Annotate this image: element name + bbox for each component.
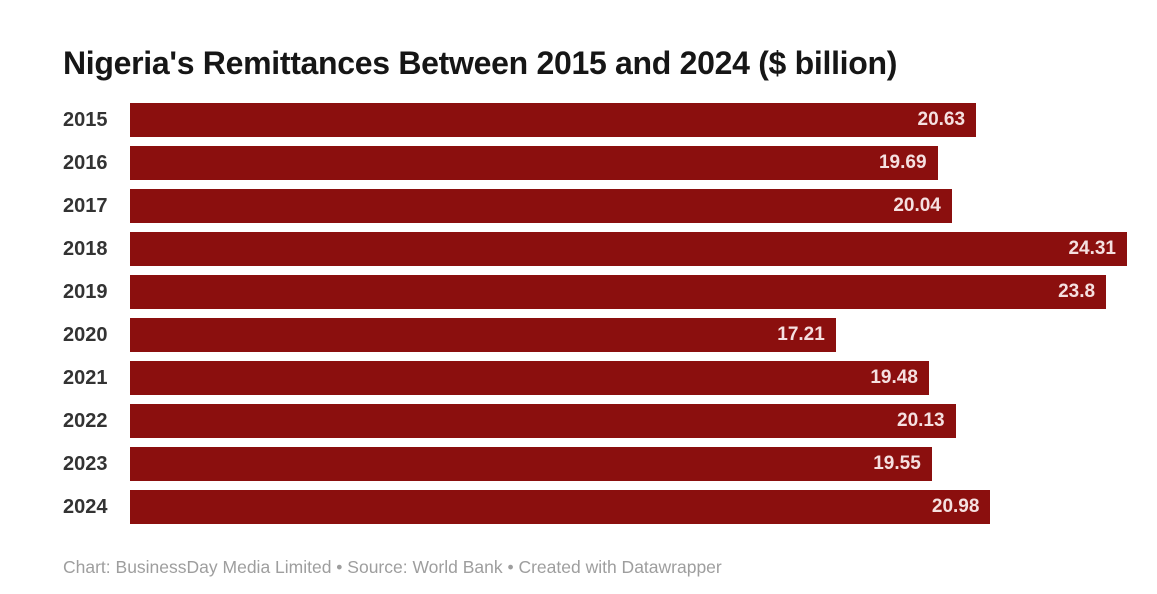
bar-track: 19.48: [130, 361, 1127, 395]
year-label: 2016: [63, 151, 108, 174]
bar-row: 2015 20.63: [63, 103, 1127, 137]
value-label: 20.98: [931, 496, 980, 517]
bar-track: 17.21: [130, 318, 1127, 352]
bar-row: 2018 24.31: [63, 232, 1127, 266]
bar-row: 2019 23.8: [63, 275, 1127, 309]
value-label: 20.04: [893, 195, 941, 216]
value-label: 19.48: [870, 367, 918, 388]
year-label: 2021: [63, 366, 108, 389]
bar-track: 20.13: [130, 404, 1127, 438]
bar: 20.98: [130, 490, 991, 524]
bar: 24.31: [130, 232, 1127, 266]
year-label: 2024: [63, 495, 108, 518]
bar-track: 24.31: [130, 232, 1127, 266]
value-label: 20.13: [897, 410, 945, 431]
year-label: 2022: [63, 409, 108, 432]
bar-row: 2023 19.55: [63, 447, 1127, 481]
bar: 23.8: [130, 275, 1107, 309]
chart-title: Nigeria's Remittances Between 2015 and 2…: [63, 45, 898, 81]
bar-row: 2024 20.98: [63, 490, 1127, 524]
value-label: 23.8: [1058, 281, 1096, 302]
year-label: 2019: [63, 280, 108, 303]
bar: 17.21: [130, 318, 836, 352]
bar-track: 20.63: [130, 103, 1127, 137]
bar-row: 2020 17.21: [63, 318, 1127, 352]
year-label: 2015: [63, 108, 108, 131]
bar-track: 20.04: [130, 189, 1127, 223]
value-label: 17.21: [777, 324, 825, 345]
bar-row: 2021 19.48: [63, 361, 1127, 395]
bar-track: 20.98: [130, 490, 1127, 524]
bar: 20.63: [130, 103, 977, 137]
value-label: 24.31: [1068, 238, 1116, 259]
value-label: 19.55: [873, 453, 921, 474]
bar-chart-rows: 2015 20.63 2016 19.69 2017 20.04 2018 24…: [63, 103, 1127, 524]
year-label: 2017: [63, 194, 108, 217]
chart-footer: Chart: BusinessDay Media Limited • Sourc…: [63, 557, 722, 577]
bar: 19.69: [130, 146, 938, 180]
bar-row: 2022 20.13: [63, 404, 1127, 438]
bar: 20.13: [130, 404, 956, 438]
bar: 19.48: [130, 361, 929, 395]
value-label: 19.69: [878, 152, 927, 173]
bar-track: 19.55: [130, 447, 1127, 481]
year-label: 2023: [63, 452, 108, 475]
bar: 19.55: [130, 447, 932, 481]
bar-track: 19.69: [130, 146, 1127, 180]
bar-row: 2017 20.04: [63, 189, 1127, 223]
bar-track: 23.8: [130, 275, 1127, 309]
bar: 20.04: [130, 189, 952, 223]
bar-row: 2016 19.69: [63, 146, 1127, 180]
year-label: 2020: [63, 323, 108, 346]
year-label: 2018: [63, 237, 108, 260]
value-label: 20.63: [917, 109, 966, 130]
